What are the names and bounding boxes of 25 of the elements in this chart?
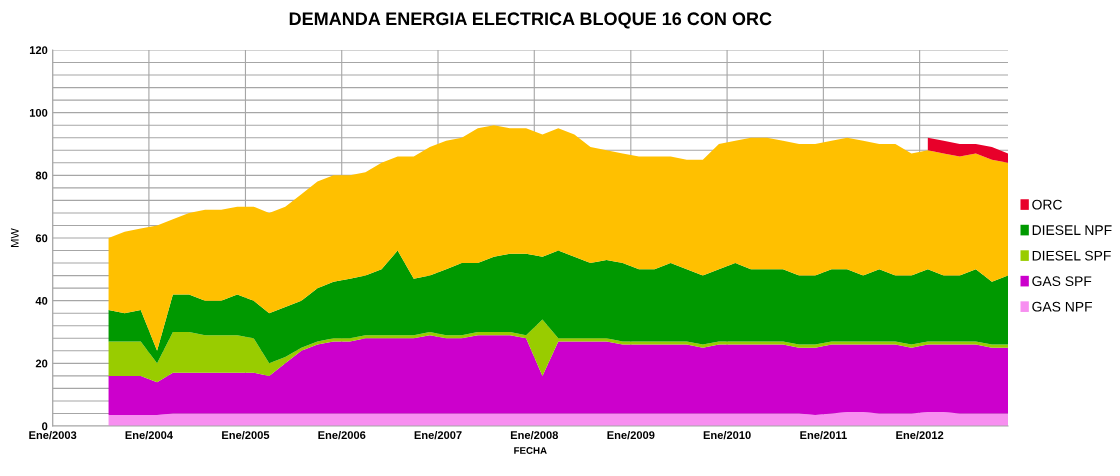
x-tick-label: Ene/2007	[414, 430, 462, 440]
x-tick-label: Ene/2008	[510, 430, 559, 440]
x-tick-label: Ene/2006	[318, 430, 366, 440]
x-tick-label: Ene/2012	[896, 430, 944, 440]
y-tick-label: 40	[35, 296, 48, 305]
y-tick-label: 80	[35, 171, 48, 180]
legend-label: DIESEL SPF	[1032, 250, 1111, 261]
y-tick-label: 100	[29, 108, 48, 117]
legend-label: GAS NPF	[1032, 301, 1093, 312]
legend-label: ORC	[1032, 199, 1062, 210]
legend-label: GAS SPF	[1032, 276, 1092, 287]
y-tick-label: 120	[29, 46, 48, 55]
chart-title: DEMANDA ENERGIA ELECTRICA BLOQUE 16 CON ORC	[289, 12, 772, 29]
x-tick-label: Ene/2011	[800, 430, 847, 440]
x-tick-label: Ene/2005	[222, 430, 270, 440]
x-axis-title: FECHA	[514, 447, 547, 454]
x-tick-label: Ene/2010	[703, 430, 751, 440]
y-axis-title: MW	[10, 228, 19, 247]
x-tick-label: Ene/2004	[125, 430, 173, 440]
x-tick-label: Ene/2009	[607, 430, 655, 440]
y-tick-label: 20	[35, 359, 48, 368]
legend-label: DIESEL NPF	[1032, 225, 1112, 236]
y-tick-label: 60	[35, 234, 48, 243]
x-tick-label: Ene/2003	[29, 430, 77, 440]
y-tick-label: 0	[42, 422, 48, 431]
